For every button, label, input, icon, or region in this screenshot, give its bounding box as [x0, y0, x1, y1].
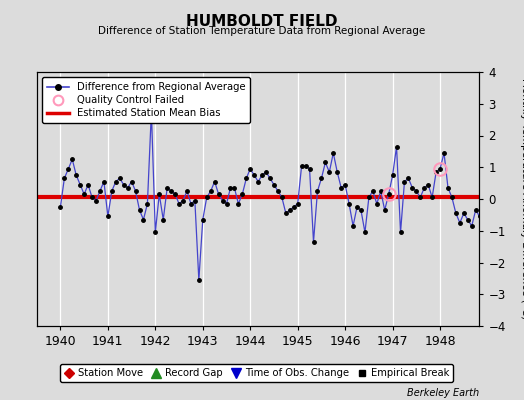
Legend: Difference from Regional Average, Quality Control Failed, Estimated Station Mean: Difference from Regional Average, Qualit… [42, 77, 250, 123]
Text: Difference of Station Temperature Data from Regional Average: Difference of Station Temperature Data f… [99, 26, 425, 36]
Legend: Station Move, Record Gap, Time of Obs. Change, Empirical Break: Station Move, Record Gap, Time of Obs. C… [60, 364, 453, 382]
Text: Berkeley Earth: Berkeley Earth [407, 388, 479, 398]
Y-axis label: Monthly Temperature Anomaly Difference (°C): Monthly Temperature Anomaly Difference (… [520, 78, 524, 320]
Text: HUMBOLDT FIELD: HUMBOLDT FIELD [186, 14, 338, 29]
